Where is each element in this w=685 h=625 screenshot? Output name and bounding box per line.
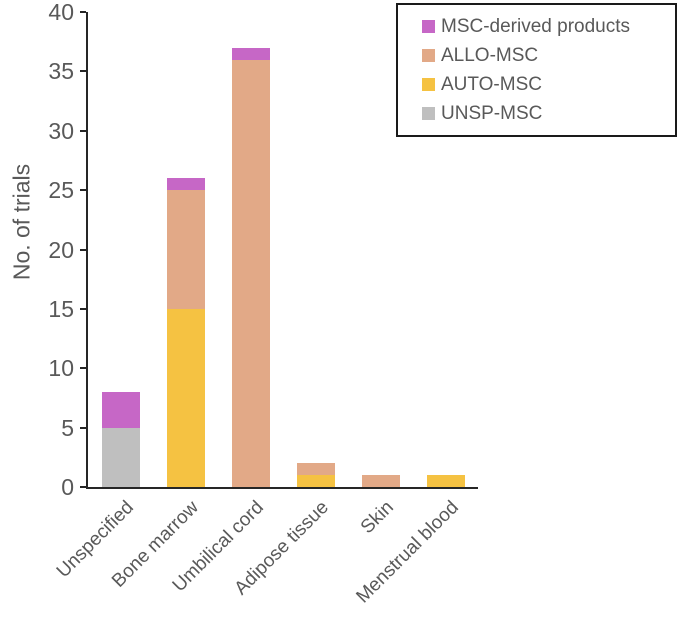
bar-segment-skin--allo-msc (361, 475, 400, 487)
plot-area (86, 12, 478, 489)
bar-segment-bone-marrow--msc-derived-products (166, 178, 205, 191)
y-tick-mark (80, 189, 86, 192)
bar-segment-menstrual-blood--auto-msc (426, 475, 465, 487)
x-category-label-skin: Skin (356, 497, 398, 538)
y-tick-mark (80, 307, 86, 310)
y-tick-label: 40 (48, 0, 74, 25)
legend-item-msc-derived-products: MSC-derived products (422, 12, 665, 41)
legend-item-auto-msc: AUTO-MSC (422, 70, 665, 99)
y-tick-label: 30 (48, 117, 74, 144)
y-tick-label: 35 (48, 58, 74, 85)
legend-swatch-icon (422, 20, 435, 33)
y-tick-mark (80, 426, 86, 429)
y-tick-label: 15 (48, 295, 74, 322)
legend: MSC-derived products ALLO-MSC AUTO-MSC UNSP… (396, 3, 677, 137)
bar-segment-bone-marrow--allo-msc (166, 190, 205, 309)
legend-item-unsp-msc: UNSP-MSC (422, 99, 665, 128)
y-tick-label: 5 (61, 414, 74, 441)
y-tick-mark (80, 129, 86, 132)
y-tick-mark (80, 70, 86, 73)
bar-segment-unspecified--msc-derived-products (101, 392, 140, 428)
y-tick-mark (80, 11, 86, 13)
legend-label: ALLO-MSC (441, 44, 539, 66)
bar-segment-umbilical-cord--allo-msc (231, 59, 270, 487)
bar-segment-unspecified--unsp-msc (101, 427, 140, 487)
legend-swatch-icon (422, 49, 435, 62)
y-tick-label: 10 (48, 355, 74, 382)
legend-swatch-icon (422, 78, 435, 91)
y-tick-label: 25 (48, 177, 74, 204)
y-tick-label: 0 (61, 474, 74, 500)
bar-segment-bone-marrow--auto-msc (166, 308, 205, 487)
bar-segment-adipose-tissue--auto-msc (296, 475, 335, 487)
y-tick-mark (80, 248, 86, 251)
legend-label: MSC-derived products (441, 15, 631, 37)
bar-segment-umbilical-cord--msc-derived-products (231, 47, 270, 60)
y-tick-mark (80, 367, 86, 370)
legend-item-allo-msc: ALLO-MSC (422, 41, 665, 70)
legend-label: UNSP-MSC (441, 102, 543, 124)
y-tick-mark (80, 486, 86, 488)
legend-swatch-icon (422, 107, 435, 120)
y-tick-label: 20 (48, 236, 74, 263)
bar-segment-adipose-tissue--allo-msc (296, 463, 335, 476)
legend-label: AUTO-MSC (441, 73, 542, 95)
